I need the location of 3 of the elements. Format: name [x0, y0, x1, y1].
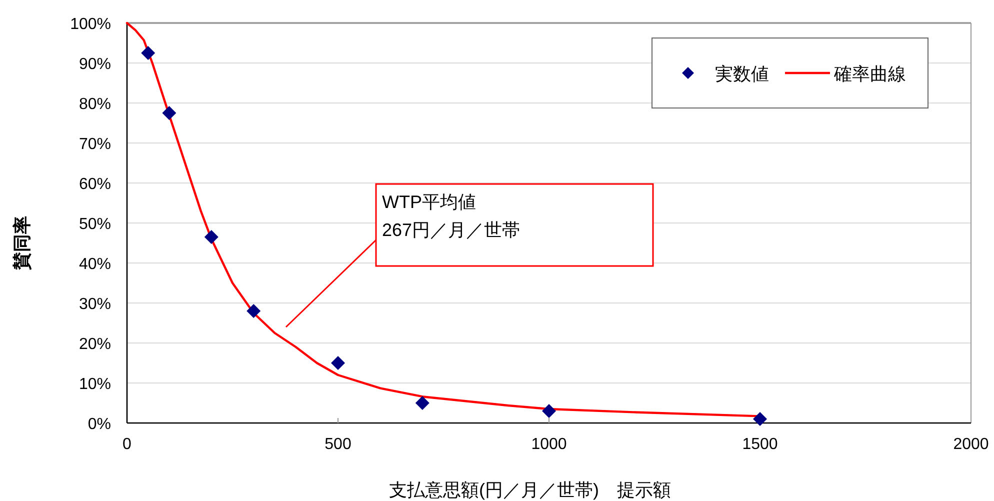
xlabel: 支払意思額(円／月／世帯) 提示額: [389, 480, 671, 500]
ylabel: 賛同率: [12, 216, 32, 270]
annotation: WTP平均値 267円／月／世帯: [382, 192, 520, 240]
